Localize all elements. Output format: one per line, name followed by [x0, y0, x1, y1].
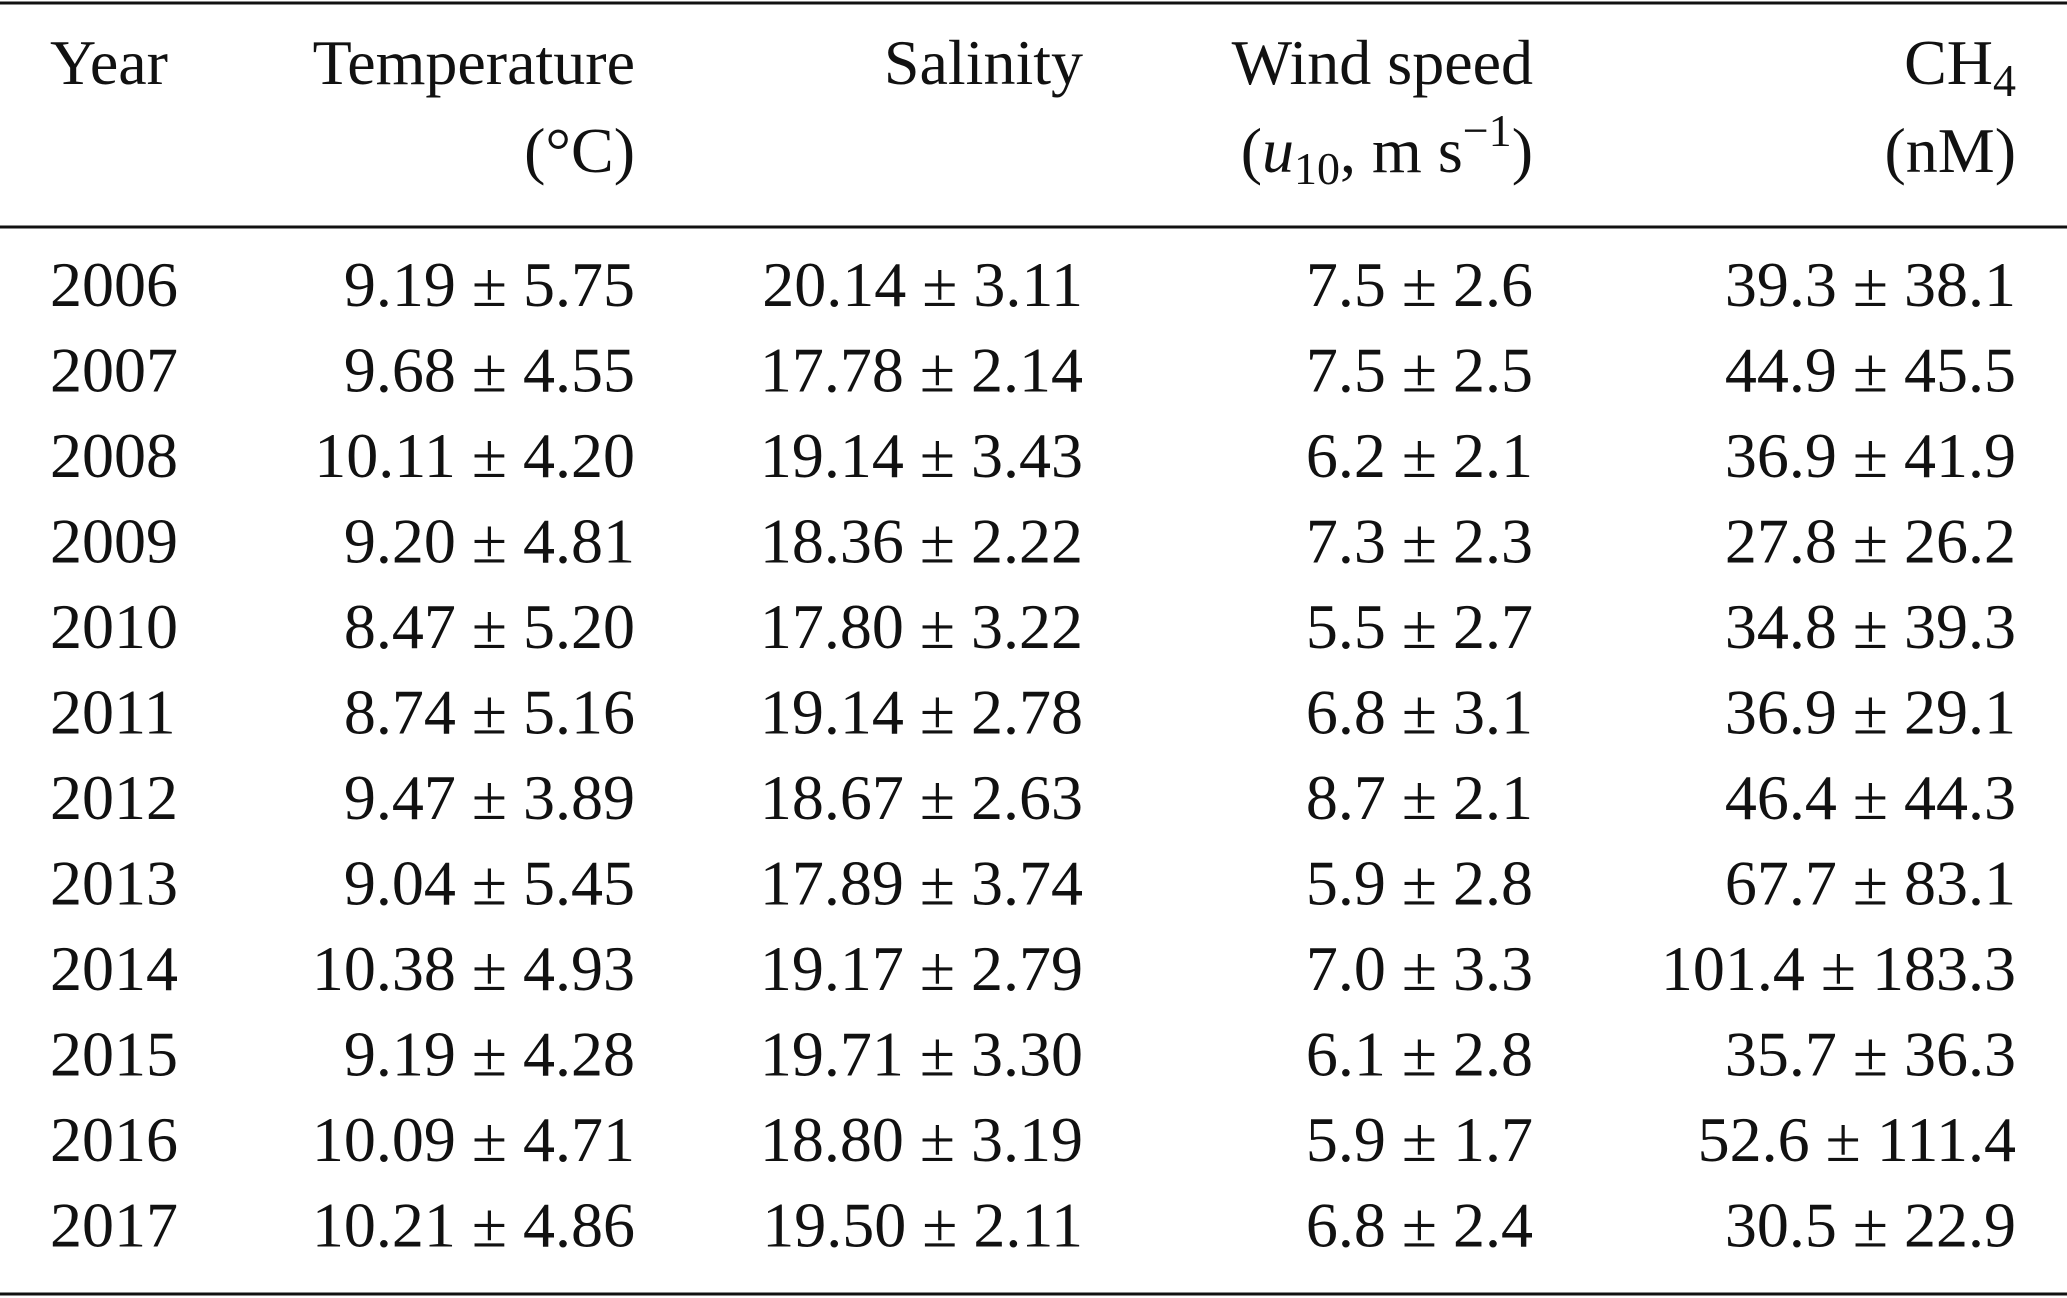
wind-cell: 7.5 ± 2.6 — [1306, 249, 1533, 320]
temperature-cell: 9.19 ± 5.75 — [344, 249, 635, 320]
temperature-cell: 10.38 ± 4.93 — [312, 933, 635, 1004]
ch4-cell: 46.4 ± 44.3 — [1725, 762, 2016, 833]
year-cell: 2010 — [50, 591, 178, 662]
ch4-cell: 36.9 ± 29.1 — [1725, 677, 2016, 748]
salinity-cell: 17.89 ± 3.74 — [760, 848, 1083, 919]
temperature-cell: 10.21 ± 4.86 — [312, 1190, 635, 1261]
salinity-cell: 18.67 ± 2.63 — [760, 762, 1083, 833]
salinity-cell: 19.14 ± 2.78 — [760, 677, 1083, 748]
wind-cell: 6.2 ± 2.1 — [1306, 420, 1533, 491]
ch4-cell: 52.6 ± 111.4 — [1698, 1104, 2016, 1175]
year-cell: 2017 — [50, 1190, 178, 1261]
header-temperature-unit: (°C) — [524, 115, 635, 186]
year-cell: 2016 — [50, 1104, 178, 1175]
ch4-cell: 39.3 ± 38.1 — [1725, 249, 2016, 320]
salinity-cell: 19.17 ± 2.79 — [760, 933, 1083, 1004]
ch4-cell: 27.8 ± 26.2 — [1725, 506, 2016, 577]
temperature-cell: 9.47 ± 3.89 — [344, 762, 635, 833]
ch4-cell: 44.9 ± 45.5 — [1725, 335, 2016, 406]
ch4-cell: 67.7 ± 83.1 — [1725, 848, 2016, 919]
year-cell: 2013 — [50, 848, 178, 919]
salinity-cell: 17.80 ± 3.22 — [760, 591, 1083, 662]
text-part: u — [1262, 115, 1294, 186]
salinity-cell: 19.14 ± 3.43 — [760, 420, 1083, 491]
salinity-cell: 18.36 ± 2.22 — [760, 506, 1083, 577]
temperature-cell: 9.04 ± 5.45 — [344, 848, 635, 919]
text-part: ( — [1241, 115, 1262, 186]
wind-cell: 5.5 ± 2.7 — [1306, 591, 1533, 662]
salinity-cell: 20.14 ± 3.11 — [762, 249, 1083, 320]
header-ch4: CH4 — [1904, 27, 2016, 106]
year-cell: 2009 — [50, 506, 178, 577]
wind-cell: 5.9 ± 1.7 — [1306, 1104, 1533, 1175]
text-part: ) — [1512, 115, 1533, 186]
temperature-cell: 8.47 ± 5.20 — [344, 591, 635, 662]
wind-cell: 7.3 ± 2.3 — [1306, 506, 1533, 577]
subscript: 4 — [1993, 55, 2016, 106]
ch4-cell: 30.5 ± 22.9 — [1725, 1190, 2016, 1261]
ch4-cell: 36.9 ± 41.9 — [1725, 420, 2016, 491]
salinity-cell: 18.80 ± 3.19 — [760, 1104, 1083, 1175]
year-cell: 2015 — [50, 1019, 178, 1090]
header-salinity: Salinity — [884, 27, 1083, 98]
text-part: CH — [1904, 27, 1993, 98]
year-cell: 2014 — [50, 933, 178, 1004]
wind-cell: 8.7 ± 2.1 — [1306, 762, 1533, 833]
temperature-cell: 9.19 ± 4.28 — [344, 1019, 635, 1090]
temperature-cell: 9.68 ± 4.55 — [344, 335, 635, 406]
temperature-cell: 9.20 ± 4.81 — [344, 506, 635, 577]
temperature-cell: 8.74 ± 5.16 — [344, 677, 635, 748]
header-temperature: Temperature — [313, 27, 635, 98]
header-wind: Wind speed — [1232, 27, 1533, 98]
salinity-cell: 19.71 ± 3.30 — [760, 1019, 1083, 1090]
ch4-cell: 34.8 ± 39.3 — [1725, 591, 2016, 662]
wind-cell: 6.1 ± 2.8 — [1306, 1019, 1533, 1090]
salinity-cell: 17.78 ± 2.14 — [760, 335, 1083, 406]
year-cell: 2008 — [50, 420, 178, 491]
wind-cell: 7.5 ± 2.5 — [1306, 335, 1533, 406]
header-year: Year — [50, 27, 168, 98]
subscript: 10 — [1294, 143, 1340, 194]
temperature-cell: 10.11 ± 4.20 — [314, 420, 635, 491]
header-wind-unit: (u10, m s−1) — [1241, 105, 1533, 194]
year-cell: 2007 — [50, 335, 178, 406]
year-cell: 2011 — [50, 677, 176, 748]
wind-cell: 7.0 ± 3.3 — [1306, 933, 1533, 1004]
temperature-cell: 10.09 ± 4.71 — [312, 1104, 635, 1175]
ch4-cell: 101.4 ± 183.3 — [1661, 933, 2016, 1004]
year-cell: 2012 — [50, 762, 178, 833]
text-part: , m s — [1340, 115, 1463, 186]
year-cell: 2006 — [50, 249, 178, 320]
salinity-cell: 19.50 ± 2.11 — [762, 1190, 1083, 1261]
wind-cell: 5.9 ± 2.8 — [1306, 848, 1533, 919]
wind-cell: 6.8 ± 3.1 — [1306, 677, 1533, 748]
header-ch4-unit: (nM) — [1884, 115, 2016, 186]
ch4-cell: 35.7 ± 36.3 — [1725, 1019, 2016, 1090]
superscript: −1 — [1463, 105, 1512, 156]
wind-cell: 6.8 ± 2.4 — [1306, 1190, 1533, 1261]
